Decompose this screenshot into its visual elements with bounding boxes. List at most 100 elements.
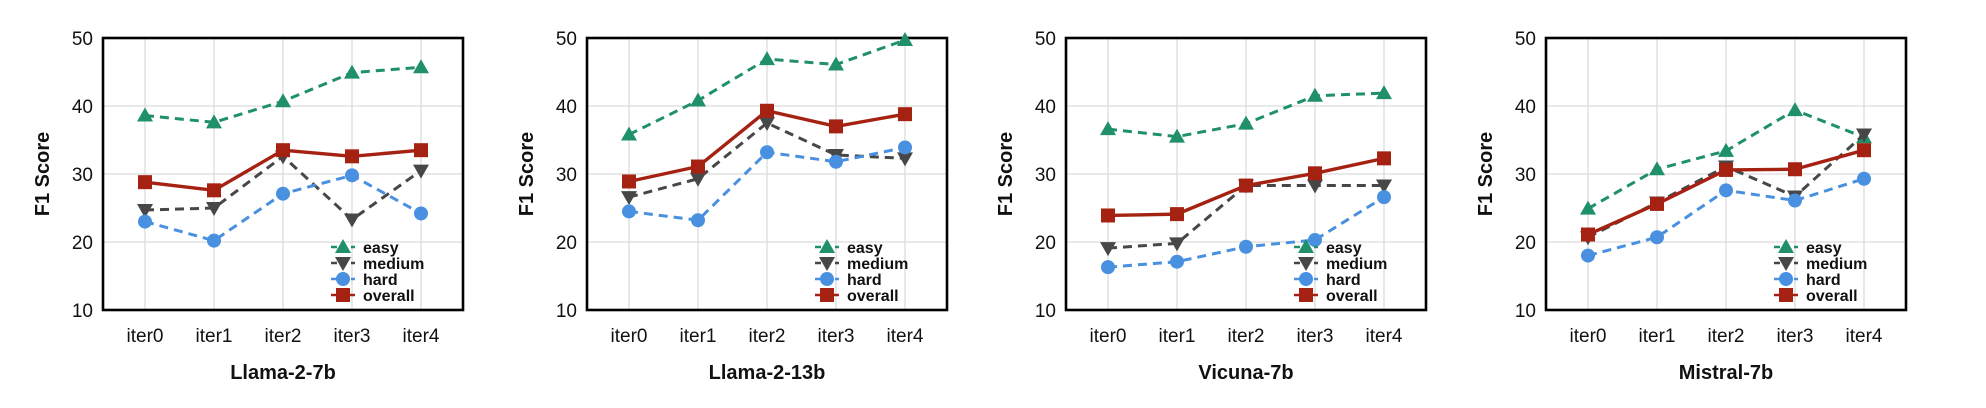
y-tick-label: 10 <box>1515 301 1536 322</box>
data-point-easy <box>206 114 222 129</box>
chart-panel-3: 10 20 30 40 50 iter0 iter1 iter2 iter3 iter4 Vicun… <box>995 29 1428 384</box>
data-point-medium <box>344 213 360 228</box>
data-point-easy <box>275 93 291 108</box>
x-tick-label: iter3 <box>334 326 371 347</box>
x-tick-label: iter3 <box>1297 326 1334 347</box>
y-tick-label: 40 <box>1035 97 1056 118</box>
data-point-hard <box>1581 248 1595 263</box>
legend-marker-medium <box>1298 257 1314 271</box>
data-point-overall <box>1581 227 1595 242</box>
data-point-hard <box>898 140 912 155</box>
legend-marker-hard <box>1779 272 1793 286</box>
legend-marker-medium <box>335 257 351 271</box>
data-point-hard <box>1377 190 1391 205</box>
x-tick-label: iter1 <box>196 326 233 347</box>
y-tick-label: 50 <box>1035 29 1056 50</box>
y-axis-title: F1 Score <box>516 132 538 216</box>
legend-label-medium: medium <box>1326 256 1387 273</box>
data-point-overall <box>691 159 705 174</box>
data-point-easy <box>1649 161 1665 176</box>
y-tick-label: 10 <box>1035 301 1056 322</box>
data-point-overall <box>138 175 152 190</box>
chart-panel-1: 10 20 30 40 50 iter0 iter1 iter2 iter3 iter4 Llama… <box>32 29 465 384</box>
legend-marker-easy <box>1298 239 1314 253</box>
data-point-hard <box>138 214 152 229</box>
data-point-hard <box>1650 230 1664 245</box>
data-point-medium <box>621 191 637 206</box>
data-point-overall <box>1377 151 1391 166</box>
data-point-easy <box>1307 87 1323 102</box>
data-point-medium <box>759 117 775 131</box>
data-point-overall <box>1650 196 1664 211</box>
data-point-hard <box>276 186 290 201</box>
x-tick-label: iter0 <box>1570 326 1607 347</box>
y-tick-label: 20 <box>556 233 577 254</box>
data-point-easy <box>759 51 775 66</box>
data-point-easy <box>1169 128 1185 143</box>
y-axis-title: F1 Score <box>995 132 1017 216</box>
data-point-medium <box>137 204 153 219</box>
data-point-overall <box>276 143 290 158</box>
data-point-overall <box>1308 166 1322 181</box>
x-tick-label: iter3 <box>1777 326 1814 347</box>
data-point-hard <box>207 233 221 248</box>
legend-label-overall: overall <box>1806 288 1858 305</box>
data-point-easy <box>828 56 844 71</box>
y-tick-label: 30 <box>1035 165 1056 186</box>
data-point-medium <box>897 152 913 167</box>
data-point-easy <box>1376 85 1392 100</box>
legend-label-hard: hard <box>363 272 398 289</box>
data-point-hard <box>1170 254 1184 269</box>
y-tick-label: 10 <box>72 301 93 322</box>
chart-panel-2: 10 20 30 40 50 iter0 iter1 iter2 iter3 iter4 Llama… <box>516 29 949 384</box>
data-point-easy <box>621 126 637 141</box>
legend-marker-hard <box>820 272 834 286</box>
y-axis-title: F1 Score <box>32 132 54 216</box>
legend-label-easy: easy <box>363 240 399 257</box>
x-tick-label: iter0 <box>127 326 164 347</box>
legend-marker-easy <box>335 239 351 253</box>
data-point-easy <box>897 32 913 47</box>
data-point-medium <box>1856 128 1872 143</box>
data-point-medium <box>413 164 429 179</box>
x-tick-label: iter2 <box>265 326 302 347</box>
x-tick-label: iter0 <box>611 326 648 347</box>
x-tick-label: iter3 <box>818 326 855 347</box>
plot-frame <box>1544 36 1908 312</box>
plot-frame <box>585 36 949 312</box>
data-point-easy <box>137 107 153 122</box>
data-point-hard <box>829 154 843 169</box>
data-point-overall <box>1857 143 1871 158</box>
y-tick-label: 30 <box>556 165 577 186</box>
data-point-easy <box>1580 200 1596 215</box>
data-point-overall <box>622 174 636 189</box>
y-tick-label: 20 <box>1035 233 1056 254</box>
data-point-easy <box>690 92 706 107</box>
series-line-medium <box>1107 184 1384 250</box>
data-point-hard <box>1788 193 1802 208</box>
y-tick-label: 20 <box>72 233 93 254</box>
data-point-medium <box>1100 242 1116 257</box>
legend-marker-overall <box>1299 288 1313 302</box>
data-point-overall <box>1101 208 1115 223</box>
x-axis-title: Llama-2-13b <box>709 362 826 384</box>
data-point-overall <box>1170 207 1184 222</box>
data-point-easy <box>1100 121 1116 136</box>
y-axis-title: F1 Score <box>1475 132 1497 216</box>
x-tick-label: iter0 <box>1090 326 1127 347</box>
y-tick-label: 50 <box>1515 29 1536 50</box>
data-point-hard <box>414 206 428 221</box>
y-tick-label: 40 <box>1515 97 1536 118</box>
y-tick-label: 50 <box>72 29 93 50</box>
y-tick-label: 20 <box>1515 233 1536 254</box>
data-point-hard <box>1857 171 1871 186</box>
data-point-medium <box>1376 179 1392 194</box>
data-point-overall <box>760 103 774 118</box>
legend-label-medium: medium <box>363 256 424 273</box>
legend-label-hard: hard <box>1806 272 1841 289</box>
legend-label-hard: hard <box>847 272 882 289</box>
data-point-hard <box>1239 239 1253 254</box>
